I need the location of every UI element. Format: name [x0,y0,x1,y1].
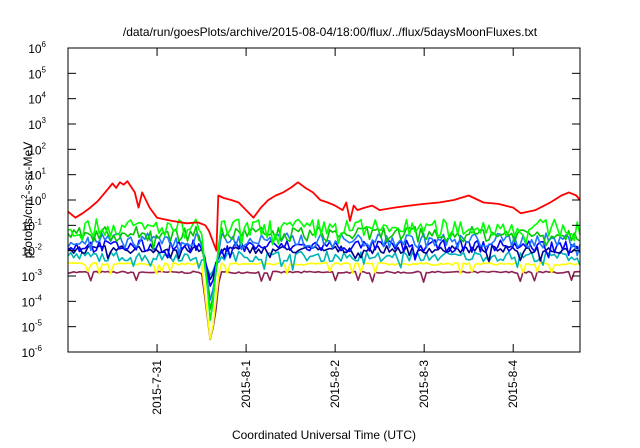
x-tick-label: 2015-8-1 [239,360,253,408]
axes-layer: 10-6 10-5 10-4 10-3 10-2 10-1 100 101 102 103 104 1… [22,40,581,415]
x-tick-label: 2015-8-4 [506,360,520,408]
y-tick-label: 106 [28,40,46,56]
x-axis-label: Coordinated Universal Time (UTC) [232,428,416,442]
series-line-2 [67,218,581,322]
y-axis-label: protons/cm2-s-sr-MeV [20,142,35,258]
y-tick-label: 10-1 [22,217,43,233]
y-tick-label: 104 [28,91,46,107]
y-tick-label: 105 [28,65,46,81]
y-tick-label: 10-3 [22,268,43,284]
series-line-7 [67,250,581,276]
series-line-9 [67,270,580,341]
y-tick-label: 103 [28,116,46,132]
x-tick-label: 2015-8-3 [417,360,431,408]
series-line-8 [67,261,581,340]
y-tick-label: 100 [28,192,46,208]
series-line-4 [67,232,581,301]
plot-frame [67,47,581,353]
series-layer [67,180,581,341]
series-line-6 [67,245,581,281]
x-tick-label: 2015-7-31 [150,360,164,415]
y-tick-label: 10-5 [22,319,43,335]
y-tick-label: 10-4 [22,293,43,309]
series-line-1 [67,180,581,252]
y-tick-label: 101 [28,167,46,183]
y-tick-label: 10-2 [22,243,43,259]
y-tick-label: 10-6 [22,344,43,360]
x-tick-label: 2015-8-2 [328,360,342,408]
chart-title: /data/run/goesPlots/archive/2015-08-04/1… [123,25,538,39]
y-tick-label: 102 [28,141,46,157]
